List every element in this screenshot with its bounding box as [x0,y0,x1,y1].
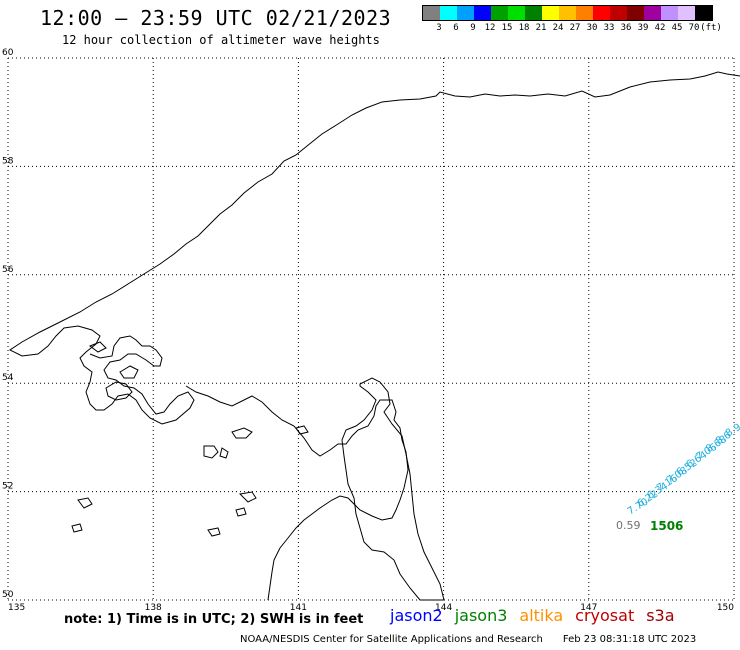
legend-swatch [525,6,542,20]
legend-swatch [576,6,593,20]
legend-label: (ft) [700,23,722,33]
axis-tick-labels: 135 138 141 144 147 150 50 52 54 56 58 60 [2,48,734,613]
sakhalin-island [341,377,445,601]
legend-label: 70 [688,23,700,33]
lon-tick-label: 144 [435,603,452,613]
lat-tick-label: 50 [2,590,14,600]
lat-lon-grid [7,57,735,601]
satellite-label-jason2: jason2 [390,606,443,625]
legend-label: 45 [671,23,683,33]
legend-label: 24 [552,23,564,33]
credit-text: NOAA/NESDIS Center for Satellite Applica… [240,634,543,645]
legend-labels: 3 6 9 12 15 18 21 24 27 30 33 36 39 42 45 70 (ft) [422,21,722,33]
footer-note: note: 1) Time is in UTC; 2) SWH is in fe… [64,612,364,627]
map-subtitle: 12 hour collection of altimeter wave hei… [62,33,380,47]
legend-label: 12 [484,23,496,33]
altimeter-track: 8.98.68.687.066.646.527.087.166.346.227.… [626,422,740,518]
satellite-label-s3a: s3a [646,606,675,625]
shantar-islands [88,341,139,401]
legend-label: 21 [535,23,547,33]
satellite-label-altika: altika [519,606,564,625]
legend-swatch [678,6,695,20]
legend-label: 39 [637,23,649,33]
legend-label: 9 [470,23,476,33]
legend-swatch [610,6,627,20]
legend-swatch [695,6,712,20]
legend-label: 18 [518,23,530,33]
legend-swatch [627,6,644,20]
okhotsk-inner-coast [185,385,409,601]
lon-tick-label: 147 [580,603,597,613]
color-legend: 3 6 9 12 15 18 21 24 27 30 33 36 39 42 45 70 (ft) [422,5,722,33]
lat-tick-label: 56 [2,265,14,275]
legend-swatch [508,6,525,20]
legend-swatch [661,6,678,20]
lon-tick-label: 135 [8,603,25,613]
legend-swatch [457,6,474,20]
satellite-label-cryosat: cryosat [575,606,635,625]
legend-swatch [593,6,610,20]
legend-label: 30 [586,23,598,33]
lat-tick-label: 52 [2,482,13,492]
map-title: 12:00 — 23:59 UTC 02/21/2023 [40,6,392,30]
legend-label: 15 [501,23,513,33]
legend-swatch [474,6,491,20]
generated-timestamp: Feb 23 08:31:18 UTC 2023 [562,634,697,645]
track-marker-time: 1506 [650,519,683,533]
legend-swatch [644,6,661,20]
small-islands [71,425,309,537]
legend-label: 3 [436,23,442,33]
lon-tick-label: 150 [717,603,734,613]
legend-label: 27 [569,23,581,33]
mainland-coastline [9,71,740,425]
legend-swatch [542,6,559,20]
coastline [9,71,740,601]
legend-swatch [559,6,576,20]
legend-label: 36 [620,23,632,33]
lat-tick-label: 58 [2,156,14,166]
legend-label: 6 [453,23,459,33]
legend-swatch [423,6,440,20]
lat-tick-label: 54 [2,373,14,383]
satellite-legend: jason2 jason3 altika cryosat s3a [390,606,687,625]
lat-tick-label: 60 [2,48,14,58]
lon-tick-label: 141 [290,603,307,613]
legend-label: 42 [654,23,666,33]
satellite-label-jason3: jason3 [454,606,508,625]
legend-label: 33 [603,23,615,33]
legend-color-bar [422,5,713,21]
legend-swatch [491,6,508,20]
track-marker-value: 0.59 [616,519,641,532]
footer-credit: NOAA/NESDIS Center for Satellite Applica… [240,634,696,645]
legend-swatch [440,6,457,20]
lon-tick-label: 138 [145,603,162,613]
